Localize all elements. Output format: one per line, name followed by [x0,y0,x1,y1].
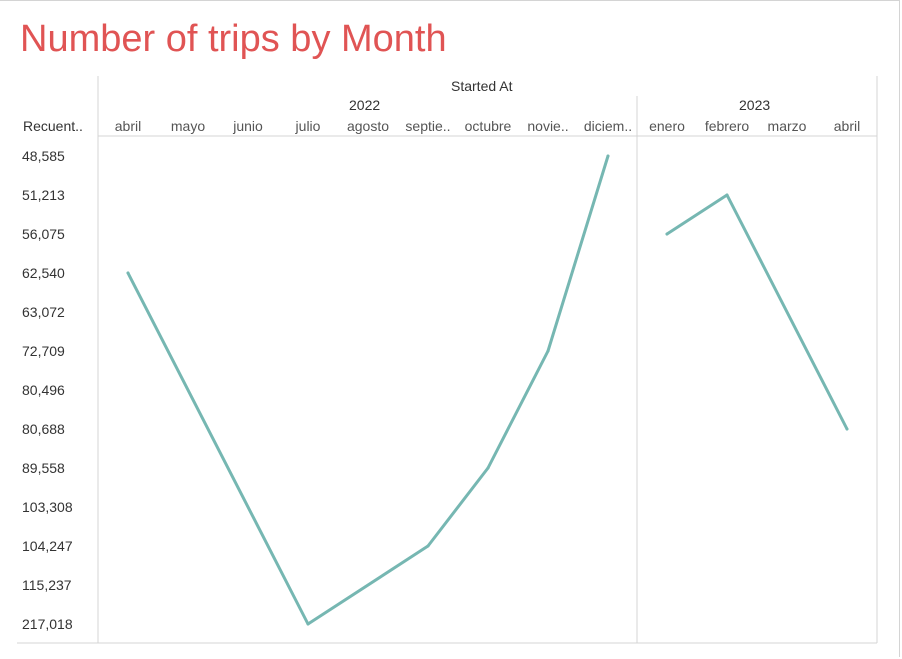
y-tick-label: 63,072 [22,304,65,320]
data-point [426,544,430,548]
column-header: Started At [451,78,513,94]
data-point [845,427,849,431]
data-point [665,232,669,236]
y-tick-label: 51,213 [22,187,65,203]
month-label: mayo [170,118,206,134]
y-tick-label: 80,688 [22,421,65,437]
month-label: agosto [346,118,390,134]
year-label-2022: 2022 [349,97,381,113]
data-point [126,271,130,275]
y-tick-label: 89,558 [22,460,65,476]
data-point [546,349,550,353]
month-label: julio [295,118,321,134]
series-line-2023 [665,193,849,431]
y-tick-label: 80,496 [22,382,65,398]
year-label-2023: 2023 [739,97,771,113]
month-label: enero [649,118,685,134]
month-label: marzo [767,118,807,134]
data-point [486,466,490,470]
y-tick-label: 217,018 [22,616,73,632]
data-point [725,193,729,197]
month-label: abril [114,118,142,134]
month-label: novie.. [527,118,569,134]
row-header: Recuent.. [23,118,83,134]
series-line-2022 [126,154,610,626]
chart-title: Number of trips by Month [20,18,447,60]
y-tick-label: 62,540 [22,265,65,281]
month-label: octubre [464,118,512,134]
y-tick-label: 56,075 [22,226,65,242]
data-point [606,154,610,158]
month-label: junio [233,118,263,134]
month-label: febrero [704,118,750,134]
month-label: septie.. [405,118,451,134]
y-tick-label: 103,308 [22,499,73,515]
month-label: diciem.. [583,118,633,134]
data-point [306,622,310,626]
month-label: abril [833,118,861,134]
y-tick-label: 48,585 [22,148,65,164]
y-tick-label: 104,247 [22,538,73,554]
y-tick-label: 115,237 [22,577,72,593]
y-tick-label: 72,709 [22,343,65,359]
